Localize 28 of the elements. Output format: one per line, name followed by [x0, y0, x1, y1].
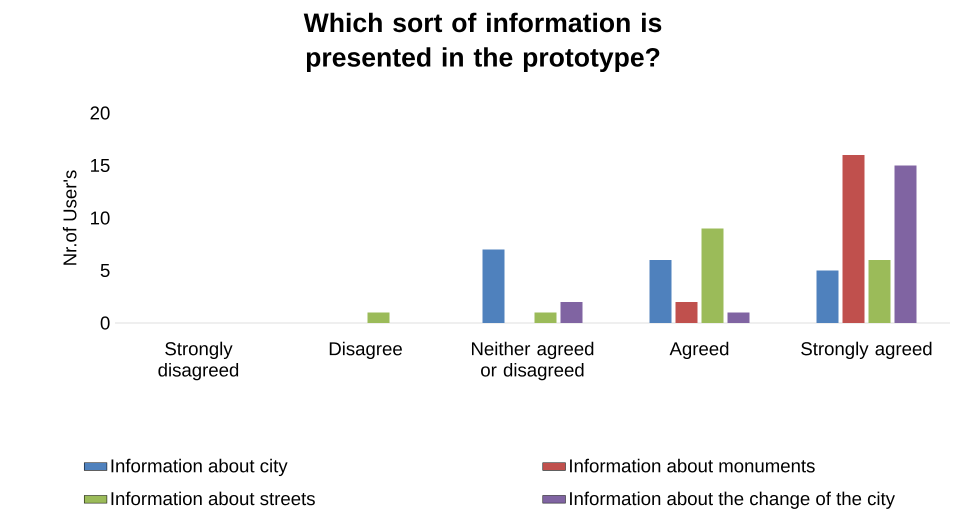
legend-label: Information about monuments: [570, 458, 815, 472]
bar: [650, 260, 672, 324]
bar: [702, 228, 724, 324]
x-tick-label: Agreed: [670, 342, 728, 360]
x-tick-label: Neither agreed or disagreed: [472, 342, 594, 380]
bar: [676, 302, 698, 324]
bar: [816, 270, 839, 324]
x-tick-label: Disagree: [330, 342, 402, 360]
y-axis-title: Nr.of User's: [62, 170, 77, 265]
bar: [842, 155, 865, 324]
legend-label: Information about city: [112, 458, 288, 476]
y-tick-label: 10: [91, 211, 110, 225]
x-tick-label: Strongly disagreed: [158, 342, 238, 380]
y-tick-label: 20: [90, 106, 110, 120]
bar: [728, 312, 750, 324]
y-tick-label: 0: [100, 316, 110, 330]
legend-label: Information about streets: [112, 492, 315, 506]
legend-label: Information about the change of the city: [570, 492, 895, 509]
bar: [894, 166, 917, 324]
bar: [534, 312, 557, 324]
y-tick-label: 5: [100, 264, 110, 277]
x-tick-label: Strongly agreed: [801, 342, 932, 360]
y-tick-label: 15: [91, 159, 110, 172]
bar: [368, 312, 390, 324]
bar: [482, 250, 505, 324]
bar: [560, 302, 583, 324]
chart-title: Which sort of information is presented in the prototype?: [304, 12, 662, 72]
bar: [868, 260, 891, 324]
